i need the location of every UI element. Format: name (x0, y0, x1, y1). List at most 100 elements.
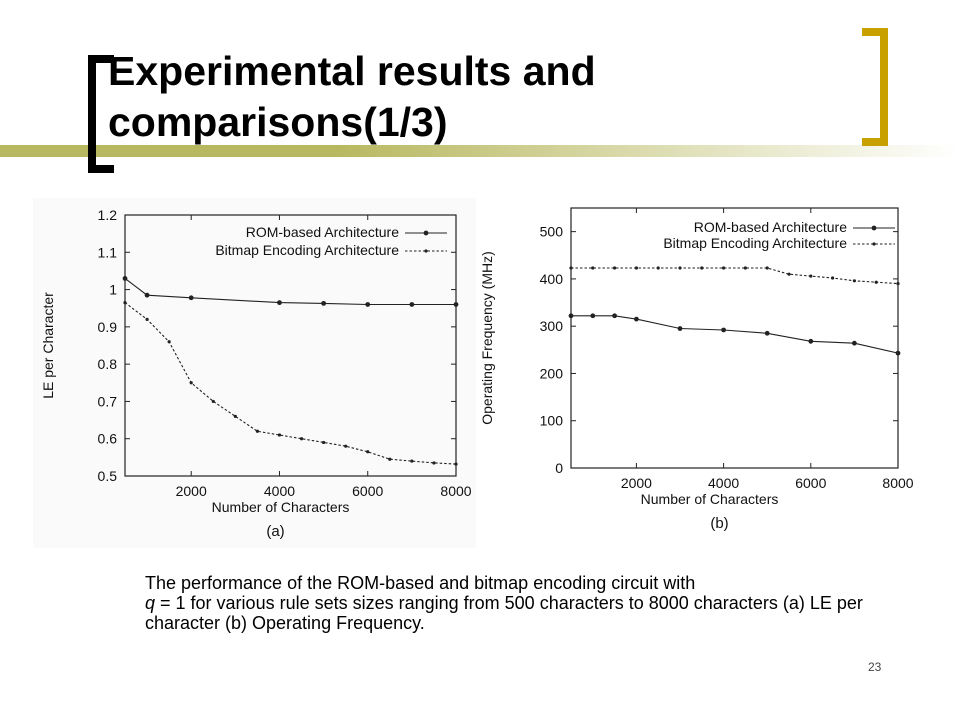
chart-b-panel-label: (b) (710, 515, 728, 532)
chart-b-y-tick-label: 500 (540, 224, 564, 240)
chart-a-y-axis-label: LE per Character (40, 292, 56, 399)
chart-a-x-tick-label: 6000 (352, 483, 383, 499)
chart-b-data-point-rom (808, 338, 814, 344)
title-line-2: comparisons(1/3) (108, 99, 448, 145)
chart-b-data-point-rom (764, 330, 770, 336)
chart-a-legend-label-bitmap: Bitmap Encoding Architecture (215, 242, 399, 258)
chart-a-data-point-bitmap (454, 462, 458, 466)
chart-b-data-point-rom (634, 316, 639, 322)
chart-a-y-tick-label: 0.7 (98, 393, 118, 409)
chart-b-data-point-bitmap (743, 266, 747, 270)
chart-b-series-line-bitmap (571, 267, 899, 285)
chart-b-y-tick-label: 100 (540, 413, 564, 429)
chart-a-x-tick-label: 4000 (264, 483, 295, 499)
chart-a-data-point-bitmap (410, 459, 414, 463)
chart-b-data-point-bitmap (678, 266, 682, 270)
chart-b-plot-frame (570, 207, 899, 469)
chart-a-legend-label-rom: ROM-based Architecture (246, 224, 399, 240)
chart-a-series-line-rom (124, 277, 456, 306)
chart-b-operating-frequency: 0 100 200 300 400 500 2000 4000 6000 8000 Number o… (479, 207, 914, 532)
chart-b-data-point-rom (590, 313, 596, 319)
chart-a-data-point-bitmap (322, 440, 326, 445)
right-bracket-decoration (862, 28, 888, 146)
chart-b-legend-label-rom: ROM-based Architecture (694, 219, 847, 235)
chart-b-y-tick-label: 200 (540, 365, 564, 381)
chart-a-container: 0.5 0.6 0.7 0.8 0.9 1 1.1 1.2 2000 4000 6000 8000 Nu… (33, 198, 476, 548)
chart-b-container: 0 100 200 300 400 500 2000 4000 6000 8000 Number o… (478, 198, 928, 543)
chart-b-data-point-rom (721, 327, 726, 333)
chart-a-data-point-bitmap (211, 399, 215, 404)
slide-title: Experimental results and comparisons(1/3… (108, 46, 848, 148)
left-bracket-decoration (88, 55, 114, 173)
chart-a-data-point-bitmap (432, 461, 436, 465)
chart-a-data-point-rom (277, 300, 282, 306)
chart-a-y-tick-label: 1.2 (98, 207, 118, 223)
page-number: 23 (868, 660, 882, 674)
chart-a-data-point-bitmap (277, 433, 282, 437)
chart-b-data-point-rom (895, 350, 901, 356)
chart-b-data-point-bitmap (656, 266, 660, 270)
chart-b-data-point-bitmap (569, 266, 573, 270)
chart-b-data-point-bitmap (591, 266, 595, 270)
chart-b-y-tick-label: 300 (540, 318, 564, 334)
title-line-1: Experimental results and (108, 48, 596, 94)
chart-a-y-tick-label: 1 (109, 282, 117, 298)
chart-b-data-point-rom (612, 313, 617, 319)
chart-b-data-point-rom (852, 340, 857, 346)
chart-a-x-tick-label: 2000 (176, 483, 207, 499)
caption-text-start: The performance of the ROM-based and bit… (145, 573, 696, 593)
chart-b-data-point-bitmap (831, 276, 835, 280)
chart-a-data-point-bitmap (388, 457, 392, 461)
chart-b-series-line-rom (571, 315, 899, 354)
chart-b-data-point-rom (568, 313, 574, 319)
figure-caption: The performance of the ROM-based and bit… (145, 573, 905, 633)
chart-b-x-tick-label: 6000 (795, 475, 826, 491)
chart-a-plot-frame (124, 214, 457, 477)
chart-a-data-point-rom (453, 302, 459, 307)
chart-a-data-point-rom (321, 300, 326, 306)
chart-a-data-point-bitmap (255, 429, 259, 433)
chart-a-data-point-bitmap (233, 414, 237, 418)
chart-a-le-per-character: 0.5 0.6 0.7 0.8 0.9 1 1.1 1.2 2000 4000 6000 8000 Nu… (40, 207, 472, 540)
chart-a-data-point-bitmap (366, 450, 370, 454)
chart-a-data-point-rom (144, 292, 150, 298)
chart-b-y-axis-label: Operating Frequency (MHz) (479, 251, 495, 425)
chart-a-y-tick-label: 0.8 (98, 356, 118, 372)
caption-q-variable: q (145, 593, 156, 613)
chart-b-x-tick-label: 2000 (621, 475, 652, 491)
chart-b-data-point-bitmap (613, 266, 617, 270)
chart-b-x-tick-label: 4000 (708, 475, 739, 491)
chart-a-legend-marker-rom (423, 230, 429, 236)
chart-b-legend-label-bitmap: Bitmap Encoding Architecture (663, 235, 847, 251)
chart-b-data-point-bitmap (787, 272, 791, 276)
chart-b-data-point-rom (677, 326, 683, 331)
chart-a-data-point-bitmap (167, 340, 171, 344)
chart-a-legend-marker-bitmap (424, 249, 428, 253)
chart-a-panel-label: (a) (266, 523, 284, 540)
chart-a-data-point-rom (122, 275, 128, 281)
chart-a-series-line-bitmap (124, 302, 457, 465)
chart-b-x-tick-label: 8000 (882, 475, 913, 491)
chart-b-data-point-bitmap (634, 266, 638, 270)
chart-b-legend-marker-rom (871, 225, 877, 231)
title-underline-bar (0, 145, 960, 157)
chart-a-x-tick-label: 8000 (440, 483, 471, 499)
caption-text-end: = 1 for various rule sets sizes ranging … (145, 593, 863, 633)
chart-b-data-point-bitmap (852, 279, 856, 283)
chart-a-data-point-rom (409, 302, 415, 307)
chart-a-y-tick-label: 0.6 (98, 431, 118, 447)
chart-a-y-tick-label: 0.9 (98, 319, 118, 335)
chart-a-data-point-bitmap (299, 437, 304, 441)
chart-b-data-point-bitmap (896, 282, 900, 286)
chart-a-data-point-rom (365, 302, 371, 307)
chart-b-y-tick-label: 400 (540, 271, 564, 287)
chart-b-legend-marker-bitmap (872, 242, 876, 246)
chart-a-data-point-bitmap (344, 444, 348, 448)
chart-a-data-point-bitmap (123, 301, 127, 305)
chart-b-data-point-bitmap (722, 266, 726, 270)
chart-b-data-point-bitmap (874, 280, 878, 284)
chart-a-data-point-bitmap (145, 317, 149, 321)
chart-a-y-tick-label: 1.1 (98, 244, 118, 260)
chart-b-data-point-bitmap (809, 274, 813, 278)
chart-a-y-tick-label: 0.5 (98, 468, 118, 484)
